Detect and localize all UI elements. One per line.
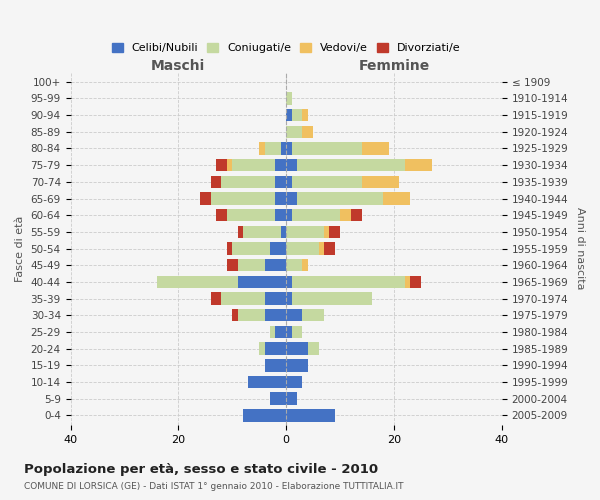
Bar	[221, 292, 265, 305]
Bar	[270, 392, 286, 405]
Bar	[286, 276, 292, 288]
Bar	[265, 292, 286, 305]
Bar	[275, 209, 286, 222]
Bar	[243, 226, 281, 238]
Bar	[248, 376, 286, 388]
Bar	[275, 159, 286, 172]
Bar	[286, 259, 302, 272]
Bar	[286, 126, 302, 138]
Bar	[243, 409, 286, 422]
Bar	[297, 192, 383, 205]
Bar	[405, 159, 432, 172]
Bar	[211, 192, 275, 205]
Bar	[216, 159, 227, 172]
Bar	[292, 109, 302, 122]
Bar	[286, 192, 297, 205]
Text: Popolazione per età, sesso e stato civile - 2010: Popolazione per età, sesso e stato civil…	[24, 462, 378, 475]
Bar	[410, 276, 421, 288]
Bar	[270, 326, 275, 338]
Bar	[275, 176, 286, 188]
Bar	[238, 276, 286, 288]
Bar	[292, 209, 340, 222]
Bar	[405, 276, 410, 288]
Bar	[227, 242, 232, 255]
Bar	[232, 159, 275, 172]
Bar	[302, 109, 308, 122]
Bar	[232, 309, 238, 322]
Bar	[286, 342, 308, 355]
Bar	[286, 392, 297, 405]
Bar	[286, 92, 292, 104]
Bar	[265, 342, 286, 355]
Bar	[275, 326, 286, 338]
Y-axis label: Fasce di età: Fasce di età	[15, 216, 25, 282]
Bar	[238, 309, 265, 322]
Bar	[383, 192, 410, 205]
Bar	[221, 176, 275, 188]
Bar	[286, 409, 335, 422]
Bar	[362, 176, 400, 188]
Bar	[270, 242, 286, 255]
Bar	[232, 242, 270, 255]
Bar	[308, 342, 319, 355]
Bar	[286, 359, 308, 372]
Bar	[227, 259, 238, 272]
Text: Maschi: Maschi	[151, 59, 205, 73]
Bar	[265, 142, 281, 154]
Bar	[340, 209, 351, 222]
Bar	[286, 226, 324, 238]
Bar	[265, 359, 286, 372]
Bar	[286, 376, 302, 388]
Y-axis label: Anni di nascita: Anni di nascita	[575, 208, 585, 290]
Text: COMUNE DI LORSICA (GE) - Dati ISTAT 1° gennaio 2010 - Elaborazione TUTTITALIA.IT: COMUNE DI LORSICA (GE) - Dati ISTAT 1° g…	[24, 482, 404, 491]
Bar	[297, 159, 405, 172]
Bar	[324, 226, 329, 238]
Bar	[211, 292, 221, 305]
Bar	[259, 142, 265, 154]
Bar	[329, 226, 340, 238]
Bar	[157, 276, 238, 288]
Bar	[286, 176, 292, 188]
Bar	[302, 309, 324, 322]
Bar	[286, 326, 292, 338]
Bar	[275, 192, 286, 205]
Bar	[286, 309, 302, 322]
Bar	[286, 109, 292, 122]
Bar	[351, 209, 362, 222]
Bar	[292, 176, 362, 188]
Bar	[324, 242, 335, 255]
Bar	[362, 142, 389, 154]
Bar	[259, 342, 265, 355]
Bar	[286, 209, 292, 222]
Bar	[238, 259, 265, 272]
Bar	[292, 142, 362, 154]
Bar	[292, 326, 302, 338]
Bar	[211, 176, 221, 188]
Bar	[281, 226, 286, 238]
Bar	[265, 259, 286, 272]
Bar	[302, 259, 308, 272]
Bar	[265, 309, 286, 322]
Bar	[286, 242, 319, 255]
Bar	[319, 242, 324, 255]
Text: Femmine: Femmine	[358, 59, 430, 73]
Bar	[292, 276, 405, 288]
Bar	[286, 142, 292, 154]
Legend: Celibi/Nubili, Coniugati/e, Vedovi/e, Divorziati/e: Celibi/Nubili, Coniugati/e, Vedovi/e, Di…	[107, 38, 465, 58]
Bar	[286, 159, 297, 172]
Bar	[302, 126, 313, 138]
Bar	[286, 292, 292, 305]
Bar	[227, 159, 232, 172]
Bar	[281, 142, 286, 154]
Bar	[216, 209, 227, 222]
Bar	[238, 226, 243, 238]
Bar	[227, 209, 275, 222]
Bar	[200, 192, 211, 205]
Bar	[292, 292, 373, 305]
